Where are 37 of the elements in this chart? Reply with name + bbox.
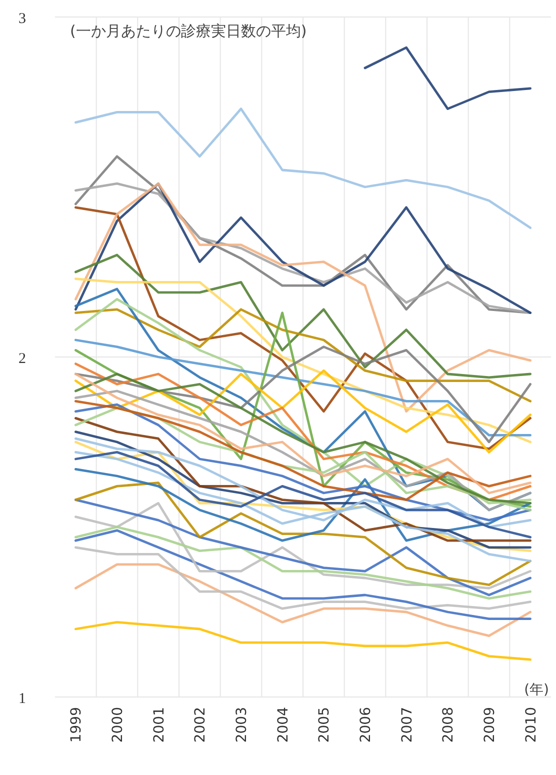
line-series [74, 468, 532, 542]
x-tick-label: 2009 [482, 707, 498, 743]
line-series [74, 451, 532, 538]
line-series [74, 308, 532, 402]
line-series [74, 254, 532, 379]
x-tick-label: 2010 [523, 707, 540, 743]
x-tick-label: 2002 [192, 707, 209, 743]
annotation: (一か月あたりの診療実日数の平均) [70, 22, 307, 40]
line-series [74, 529, 532, 620]
y-tick-label: 1 [18, 691, 26, 707]
line-series [74, 482, 532, 586]
line-series [74, 182, 532, 413]
line-series [364, 46, 532, 110]
x-tick-label: 1999 [68, 707, 85, 743]
x-tick-label: 2000 [110, 707, 126, 743]
line-series [74, 108, 532, 229]
annotation: (年) [524, 682, 549, 698]
x-tick-label: 2004 [275, 706, 292, 743]
line-series [74, 182, 532, 314]
x-tick-label: 2007 [399, 707, 416, 743]
line-series [74, 621, 532, 661]
line-series [74, 278, 532, 444]
x-tick-label: 2003 [234, 707, 250, 743]
line-series [74, 206, 532, 450]
line-series [74, 400, 532, 501]
line-series [74, 417, 532, 542]
line-series [74, 526, 532, 600]
x-tick-label: 2008 [440, 707, 457, 743]
y-tick-label: 2 [18, 351, 26, 367]
x-tick-label: 2001 [151, 707, 168, 743]
line-series [74, 546, 532, 610]
y-tick-label: 3 [18, 11, 26, 27]
x-tick-label: 2005 [316, 707, 333, 743]
line-series [74, 563, 532, 637]
x-tick-label: 2006 [358, 706, 374, 743]
line-series [74, 369, 532, 454]
line-series [74, 155, 532, 314]
